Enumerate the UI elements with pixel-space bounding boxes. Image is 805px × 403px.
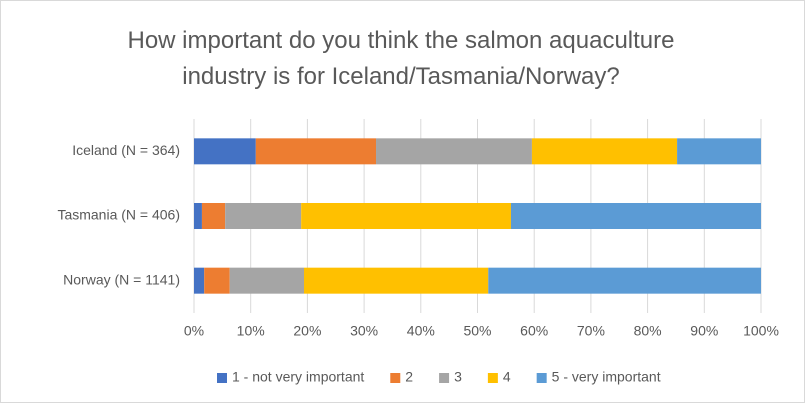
legend-swatch [487, 373, 498, 383]
bar-segment [488, 267, 761, 294]
bar-segment [201, 203, 226, 229]
legend-label: 1 - not very important [232, 369, 364, 385]
bar-segment [204, 267, 230, 294]
legend-swatch [439, 373, 450, 383]
bar-segment [531, 138, 678, 165]
legend-swatch [536, 373, 547, 383]
legend-label: 2 [405, 369, 413, 385]
y-tick-label: Norway (N = 1141) [63, 271, 180, 287]
x-tick-label: 80% [634, 323, 662, 339]
y-tick-label: Tasmania (N = 406) [57, 207, 180, 223]
legend-label: 4 [503, 369, 511, 385]
legend-swatch [390, 373, 401, 383]
x-tick-label: 90% [690, 323, 718, 339]
legend-label: 5 - very important [552, 369, 661, 385]
bar-segment [229, 267, 304, 294]
bar-segment [255, 138, 377, 165]
bar-segment [194, 267, 205, 294]
bar-segment [194, 203, 202, 229]
legend-label: 3 [454, 369, 462, 385]
x-tick-label: 40% [407, 323, 435, 339]
y-tick-label: Iceland (N = 364) [72, 142, 180, 158]
bar-segment [194, 138, 256, 165]
x-tick-label: 0% [184, 323, 204, 339]
x-tick-label: 30% [350, 323, 378, 339]
bar-segment [303, 267, 489, 294]
x-tick-label: 50% [463, 323, 491, 339]
x-tick-label: 20% [293, 323, 321, 339]
x-tick-label: 70% [577, 323, 605, 339]
bar-segment [376, 138, 532, 165]
x-tick-label: 10% [237, 323, 265, 339]
legend-swatch [217, 373, 227, 383]
bar-segment [510, 203, 761, 229]
chart-title: How important do you think the salmon aq… [127, 27, 675, 90]
x-tick-label: 100% [743, 323, 779, 339]
bar-segment [301, 203, 511, 229]
x-tick-label: 60% [520, 323, 548, 339]
bar-segment [225, 203, 302, 229]
bar-segment [677, 138, 761, 165]
